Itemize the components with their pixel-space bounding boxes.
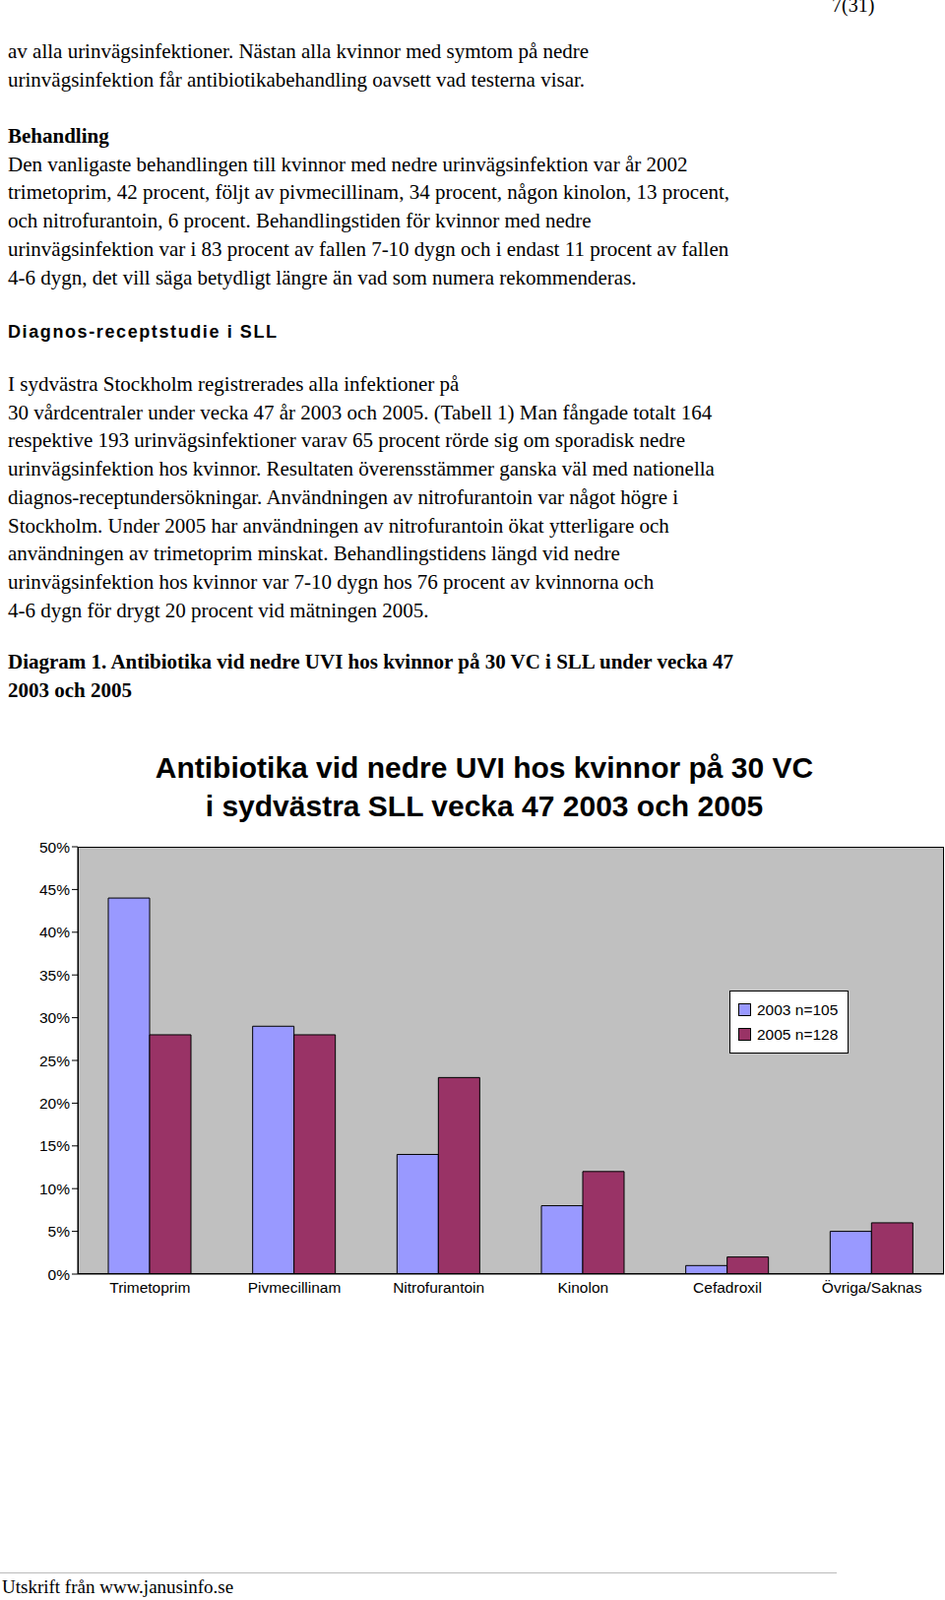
svg-text:40%: 40% [39, 923, 70, 941]
svg-text:5%: 5% [48, 1222, 71, 1240]
html-text:2003 och 2005: 2003 och 2005 [7, 677, 132, 702]
svg-text:Cefadroxil: Cefadroxil [693, 1278, 762, 1296]
html-text:30 vårdcentraler under vecka 4: 30 vårdcentraler under vecka 47 år 2003 … [7, 400, 712, 424]
html-text:användningen av trimetoprim mi: användningen av trimetoprim minskat. Beh… [7, 541, 620, 566]
svg-text:30%: 30% [39, 1008, 70, 1026]
svg-text:10%: 10% [39, 1180, 70, 1197]
svg-text:0%: 0% [48, 1265, 71, 1283]
html-text:Diagnos-receptstudie i SLL: Diagnos-receptstudie i SLL [7, 321, 279, 342]
html-text:Stockholm. Under 2005 har anvä: Stockholm. Under 2005 har användningen a… [7, 513, 670, 537]
html-text:respektive 193 urinvägsinfekti: respektive 193 urinvägsinfektioner varav… [7, 428, 686, 453]
html-text:urinvägsinfektion hos kvinnor: urinvägsinfektion hos kvinnor var 7-10 d… [7, 569, 654, 594]
svg-text:35%: 35% [39, 966, 70, 984]
html-text:I sydvästra Stockholm registre: I sydvästra Stockholm registrerades alla… [7, 372, 460, 396]
html-text:Den vanligaste behandlingen ti: Den vanligaste behandlingen till kvinnor… [7, 152, 688, 176]
html-text:trimetoprim, 42 procent, följt: trimetoprim, 42 procent, följt av pivmec… [7, 180, 730, 205]
html-text:Diagram 1. Antibiotika vid ned: Diagram 1. Antibiotika vid nedre UVI hos… [7, 649, 734, 674]
html-text:urinvägsinfektion hos kvinnor.: urinvägsinfektion hos kvinnor. Resultate… [7, 456, 715, 481]
svg-text:45%: 45% [39, 881, 70, 898]
html-text:2005 n=128: 2005 n=128 [756, 1025, 838, 1042]
svg-text:20%: 20% [39, 1094, 70, 1112]
html-text:4-6 dygn för drygt 20 procent: 4-6 dygn för drygt 20 procent vid mätnin… [7, 598, 429, 622]
html-text:diagnos-receptundersökningar.: diagnos-receptundersökningar. Användning… [7, 485, 679, 509]
html-text:Behandling: Behandling [7, 124, 109, 148]
svg-text:Trimetoprim: Trimetoprim [109, 1278, 190, 1296]
html-text:av alla urinvägsinfektioner. N: av alla urinvägsinfektioner. Nästan alla… [7, 39, 589, 63]
html-text:i sydvästra SLL vecka 47 2003: i sydvästra SLL vecka 47 2003 och 2005 [205, 789, 764, 822]
html-text:4-6 dygn, det vill säga betydl: 4-6 dygn, det vill säga betydligt längre… [7, 265, 637, 289]
svg-text:50%: 50% [39, 838, 70, 856]
svg-text:Kinolon: Kinolon [557, 1278, 609, 1296]
html-text:Utskrift från www.janusinfo.se: Utskrift från www.janusinfo.se [1, 1575, 234, 1597]
html-text:2003 n=105: 2003 n=105 [756, 1000, 838, 1018]
svg-text:Nitrofurantoin: Nitrofurantoin [392, 1278, 485, 1296]
svg-text:25%: 25% [39, 1052, 70, 1070]
svg-text:15%: 15% [39, 1136, 70, 1154]
html-text:Antibiotika vid nedre UVI hos: Antibiotika vid nedre UVI hos kvinnor på… [155, 751, 814, 784]
svg-text:Övriga/Saknas: Övriga/Saknas [821, 1278, 923, 1296]
html-text:urinvägsinfektion var i 83 pro: urinvägsinfektion var i 83 procent av fa… [7, 237, 729, 261]
svg-text:Pivmecillinam: Pivmecillinam [248, 1278, 342, 1296]
html-text:och nitrofurantoin, 6 procent.: och nitrofurantoin, 6 procent. Behandlin… [7, 208, 592, 233]
html-text:urinvägsinfektion får antibiot: urinvägsinfektion får antibiotikabehandl… [7, 67, 585, 92]
